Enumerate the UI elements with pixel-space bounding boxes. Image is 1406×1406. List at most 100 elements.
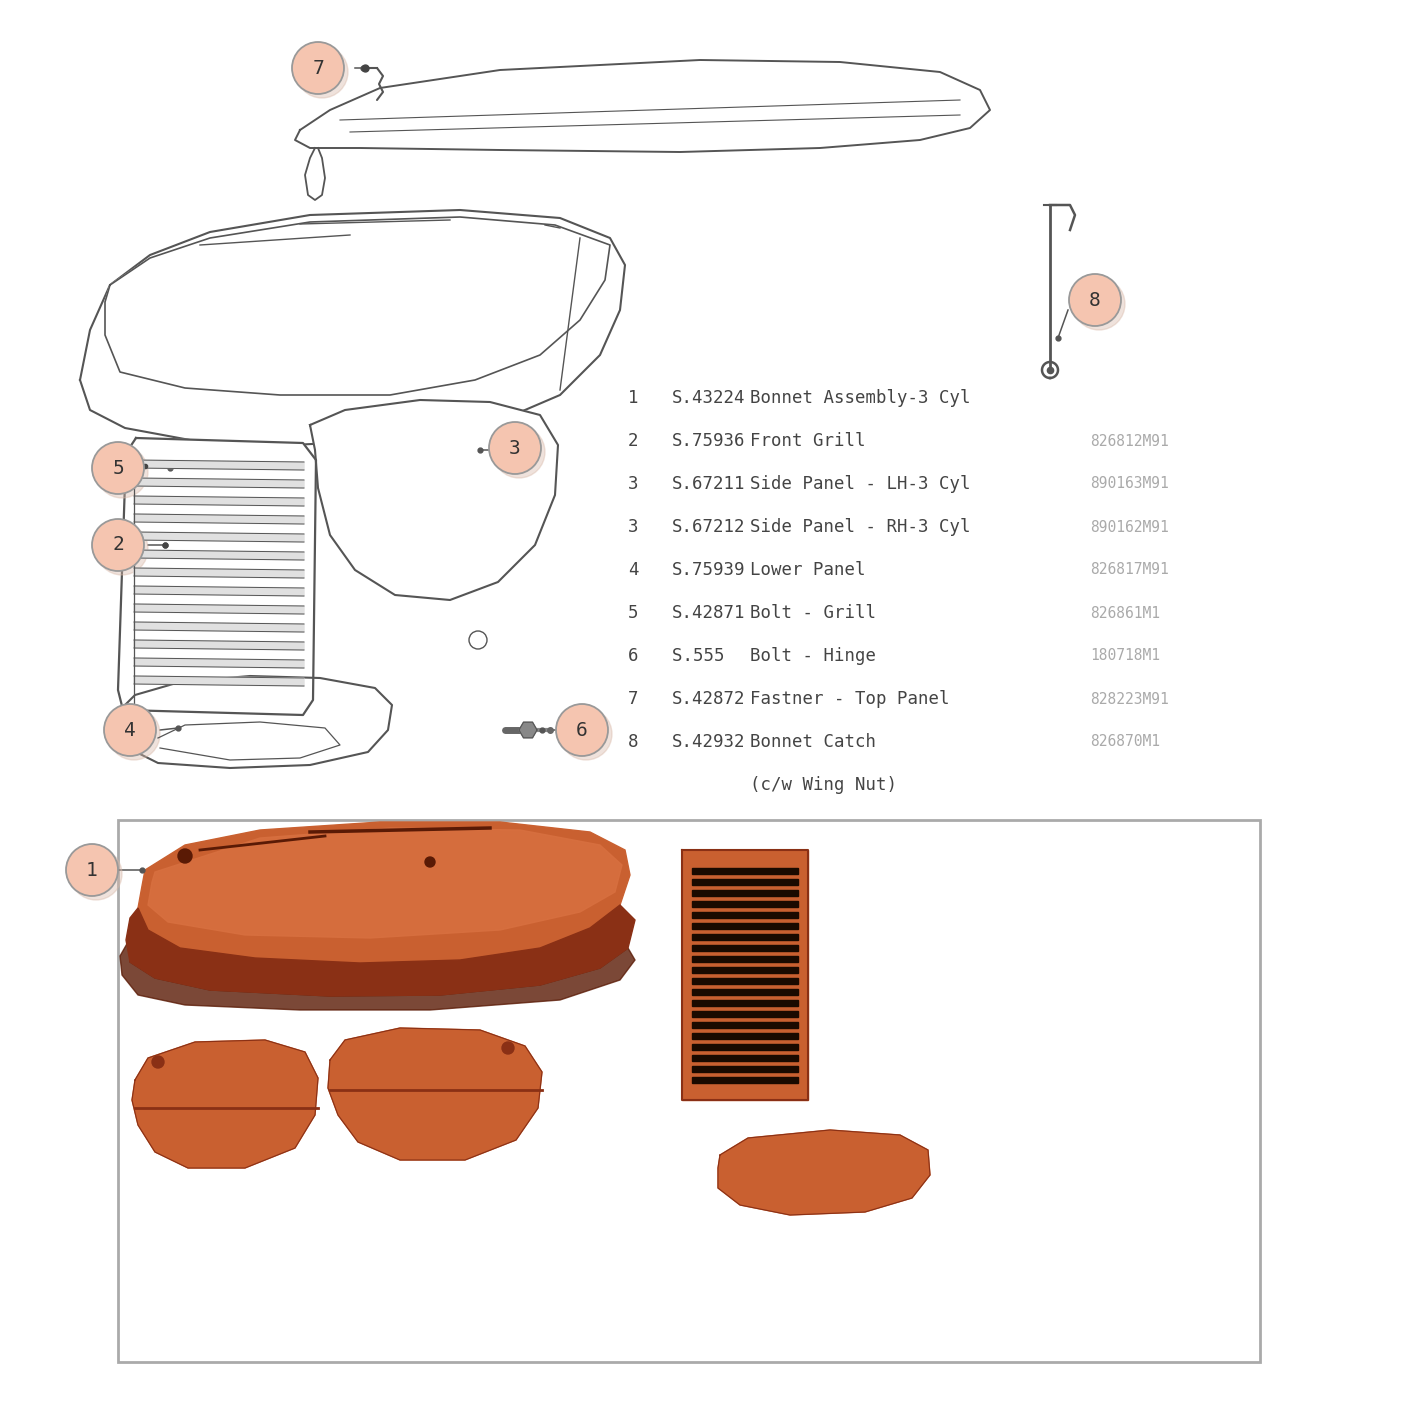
Text: 826870M1: 826870M1	[1090, 734, 1160, 749]
Text: 3: 3	[628, 517, 638, 536]
Circle shape	[292, 42, 344, 94]
Text: 826817M91: 826817M91	[1090, 562, 1168, 578]
Text: 3: 3	[509, 439, 520, 457]
Circle shape	[66, 844, 118, 896]
Circle shape	[104, 704, 156, 756]
Text: S.67212: S.67212	[672, 517, 745, 536]
Polygon shape	[692, 1000, 799, 1007]
Polygon shape	[118, 439, 316, 716]
Text: 5: 5	[628, 605, 638, 621]
Circle shape	[91, 519, 143, 571]
Text: S.75939: S.75939	[672, 561, 745, 579]
Text: Front Grill: Front Grill	[749, 432, 866, 450]
Text: 826861M1: 826861M1	[1090, 606, 1160, 620]
Polygon shape	[134, 676, 304, 686]
Text: Side Panel - RH-3 Cyl: Side Panel - RH-3 Cyl	[749, 517, 970, 536]
Circle shape	[489, 422, 541, 474]
Circle shape	[1069, 274, 1121, 326]
Circle shape	[91, 441, 143, 494]
Circle shape	[560, 709, 612, 761]
Polygon shape	[134, 605, 304, 614]
Polygon shape	[309, 399, 558, 600]
Text: 8: 8	[1090, 291, 1101, 309]
Polygon shape	[134, 496, 304, 506]
Text: 890162M91: 890162M91	[1090, 519, 1168, 534]
Text: Fastner - Top Panel: Fastner - Top Panel	[749, 690, 949, 709]
Circle shape	[108, 709, 160, 761]
Text: 3: 3	[628, 475, 638, 494]
Text: 7: 7	[628, 690, 638, 709]
Text: 6: 6	[576, 720, 588, 740]
Polygon shape	[138, 823, 630, 963]
Circle shape	[152, 1056, 165, 1069]
Polygon shape	[692, 956, 799, 962]
Circle shape	[470, 631, 486, 650]
Polygon shape	[692, 1054, 799, 1062]
Text: S.67211: S.67211	[672, 475, 745, 494]
Text: Bonnet Assembly-3 Cyl: Bonnet Assembly-3 Cyl	[749, 389, 970, 406]
Circle shape	[555, 704, 607, 756]
Polygon shape	[519, 723, 537, 738]
Polygon shape	[692, 979, 799, 984]
Polygon shape	[134, 478, 304, 488]
Polygon shape	[134, 460, 304, 470]
Polygon shape	[692, 1033, 799, 1039]
Text: S.42932: S.42932	[672, 733, 745, 751]
Text: (c/w Wing Nut): (c/w Wing Nut)	[749, 776, 897, 794]
Polygon shape	[134, 550, 304, 560]
Polygon shape	[295, 60, 990, 152]
Polygon shape	[132, 1040, 318, 1168]
Polygon shape	[692, 1077, 799, 1083]
Text: S.43224: S.43224	[672, 389, 745, 406]
Polygon shape	[305, 148, 325, 200]
Polygon shape	[134, 586, 304, 596]
Text: S.75936: S.75936	[672, 432, 745, 450]
Polygon shape	[105, 217, 610, 395]
Polygon shape	[692, 1011, 799, 1017]
Text: 8: 8	[628, 733, 638, 751]
Polygon shape	[692, 912, 799, 918]
Polygon shape	[692, 967, 799, 973]
Polygon shape	[718, 1130, 929, 1215]
Polygon shape	[692, 879, 799, 884]
Circle shape	[425, 858, 434, 868]
Circle shape	[70, 848, 122, 900]
Polygon shape	[692, 922, 799, 929]
Text: Bonnet Catch: Bonnet Catch	[749, 733, 876, 751]
Text: 828223M91: 828223M91	[1090, 692, 1168, 706]
Text: 4: 4	[628, 561, 638, 579]
Text: 5: 5	[112, 458, 124, 478]
Circle shape	[179, 849, 193, 863]
Polygon shape	[692, 1045, 799, 1050]
Polygon shape	[682, 851, 808, 1099]
Polygon shape	[328, 1028, 541, 1160]
Polygon shape	[80, 209, 626, 446]
Polygon shape	[120, 941, 636, 1010]
Polygon shape	[692, 1066, 799, 1071]
Polygon shape	[692, 890, 799, 896]
Text: 180718M1: 180718M1	[1090, 648, 1160, 664]
FancyBboxPatch shape	[118, 820, 1260, 1362]
Text: 2: 2	[112, 536, 124, 554]
Text: 2: 2	[628, 432, 638, 450]
Text: 7: 7	[312, 59, 323, 77]
Text: 1: 1	[86, 860, 98, 880]
Polygon shape	[134, 621, 304, 633]
Text: 890163M91: 890163M91	[1090, 477, 1168, 492]
Circle shape	[96, 523, 148, 575]
Polygon shape	[148, 828, 621, 938]
Circle shape	[297, 46, 349, 98]
Text: Lower Panel: Lower Panel	[749, 561, 866, 579]
Polygon shape	[134, 568, 304, 578]
Text: S.42872: S.42872	[672, 690, 745, 709]
Text: S.555: S.555	[672, 647, 745, 665]
Text: S.42871: S.42871	[672, 605, 745, 621]
Polygon shape	[118, 676, 392, 768]
Text: 1: 1	[628, 389, 638, 406]
Polygon shape	[692, 934, 799, 941]
Polygon shape	[692, 901, 799, 907]
Polygon shape	[134, 658, 304, 668]
Circle shape	[494, 426, 546, 478]
Text: Bolt - Hinge: Bolt - Hinge	[749, 647, 876, 665]
Polygon shape	[692, 1022, 799, 1028]
